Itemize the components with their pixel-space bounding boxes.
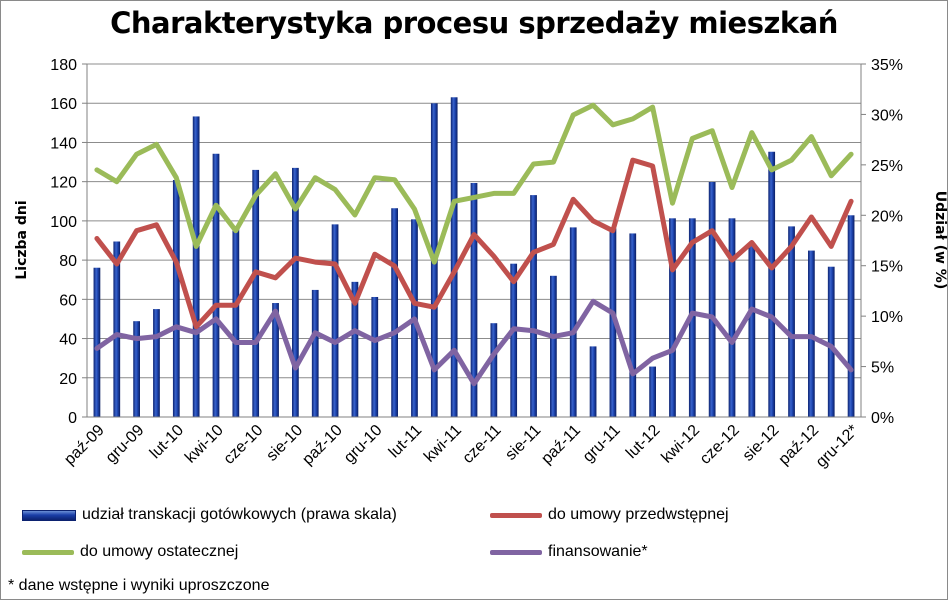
legend-item-preliminary: do umowy przedwstępnej: [490, 506, 729, 524]
y-tick-left-label: 60: [59, 292, 77, 309]
legend-label-cash: udział transkacji gotówkowych (prawa ska…: [82, 506, 397, 523]
bar: [728, 218, 736, 417]
x-tick-label: gru-09: [103, 422, 148, 467]
bar: [530, 195, 537, 417]
series-line-1: [94, 157, 854, 330]
y-tick-left-label: 0: [68, 410, 77, 427]
x-tick-label: gru-12*: [813, 422, 862, 471]
legend-label-preliminary: do umowy przedwstępnej: [548, 506, 729, 523]
bar: [550, 275, 557, 417]
chart-title: Charakterystyka procesu sprzedaży mieszk…: [110, 6, 838, 40]
legend-swatch-cash: [22, 509, 76, 521]
x-tick-label: lut-10: [147, 422, 187, 462]
y-tick-left-label: 180: [50, 57, 77, 74]
bar: [93, 267, 101, 417]
x-tick-label: kwi-11: [421, 422, 465, 466]
bar: [113, 241, 121, 417]
x-tick-label: cze-12: [697, 422, 743, 468]
bar: [589, 346, 597, 417]
bar: [153, 309, 160, 417]
x-tick-label: cze-10: [221, 422, 267, 468]
y-tick-right-label: 25%: [871, 158, 903, 175]
x-tick-label: lut-11: [386, 422, 426, 462]
x-tick-label: gru-10: [341, 422, 386, 467]
bar: [629, 233, 637, 417]
y-tick-right-label: 30%: [871, 107, 903, 124]
x-tick-label: paź-11: [538, 422, 584, 468]
y-tick-left-label: 20: [59, 371, 77, 388]
y-tick-left-label: 140: [50, 135, 77, 152]
bar: [232, 228, 240, 417]
y-axis-left-title: Liczba dni: [14, 200, 30, 279]
legend-item-final: do umowy ostatecznej: [22, 543, 238, 561]
line-series: [94, 102, 854, 387]
y-tick-right-label: 15%: [871, 259, 903, 276]
bar: [708, 182, 716, 417]
bar: [788, 226, 795, 417]
x-tick-label: lut-12: [623, 422, 663, 462]
y-tick-left-label: 80: [59, 253, 77, 270]
bar: [649, 366, 656, 417]
legend-swatch-preliminary: [490, 512, 542, 518]
bar: [212, 153, 220, 417]
right-axis-ticks: 0% 5% 10% 15% 20% 25% 30% 35%: [871, 57, 903, 427]
bar: [391, 208, 398, 417]
legend-label-financing: finansowanie*: [548, 543, 648, 560]
bar: [470, 183, 478, 417]
y-axis-right-title: Udział (w %): [932, 191, 948, 290]
x-tick-label: paź-10: [299, 422, 346, 469]
x-tick-label: sie-11: [502, 422, 544, 464]
y-tick-left-label: 120: [50, 175, 77, 192]
bar: [569, 227, 577, 417]
bar: [252, 169, 260, 417]
bar-series: [93, 97, 855, 418]
series-line-2: [94, 102, 854, 265]
legend-label-final: do umowy ostatecznej: [80, 543, 239, 560]
legend-item-financing: finansowanie*: [490, 543, 648, 561]
bar: [847, 215, 855, 417]
footnote: * dane wstępne i wyniki uproszczone: [8, 577, 270, 594]
left-axis-ticks: 0 20 40 60 80 100 120 140 160 180: [50, 57, 77, 427]
bar: [311, 289, 319, 417]
legend-swatch-financing: [490, 549, 542, 555]
axes: [82, 63, 866, 418]
legend-swatch-final: [22, 549, 74, 555]
bar: [748, 243, 756, 417]
bar: [490, 323, 498, 417]
series-line-3: [94, 298, 854, 387]
bar: [669, 218, 676, 417]
x-tick-label: gru-11: [580, 422, 624, 466]
bar: [510, 263, 518, 417]
x-tick-label: paź-09: [61, 422, 108, 469]
bar: [192, 116, 200, 418]
legend-item-cash: udział transkacji gotówkowych (prawa ska…: [22, 506, 397, 524]
y-tick-left-label: 160: [50, 96, 77, 113]
bar: [371, 296, 379, 417]
y-tick-right-label: 5%: [871, 360, 894, 377]
y-tick-right-label: 35%: [871, 57, 903, 74]
x-tick-label: kwi-12: [658, 422, 703, 467]
x-tick-label: cze-11: [460, 422, 505, 467]
bar: [292, 167, 299, 417]
y-tick-left-label: 40: [59, 332, 77, 349]
bar: [827, 266, 835, 417]
bar: [351, 281, 359, 417]
y-tick-right-label: 20%: [871, 208, 903, 225]
y-tick-right-label: 10%: [871, 309, 903, 326]
y-tick-right-label: 0%: [871, 410, 894, 427]
bar: [133, 321, 140, 417]
bar: [768, 151, 776, 417]
bar: [331, 224, 339, 417]
x-tick-label: kwi-10: [182, 422, 227, 467]
bar: [172, 179, 180, 417]
bar: [272, 303, 279, 417]
y-tick-left-label: 100: [50, 214, 77, 231]
bar: [609, 228, 617, 417]
bar: [808, 250, 815, 417]
bar: [450, 97, 458, 417]
